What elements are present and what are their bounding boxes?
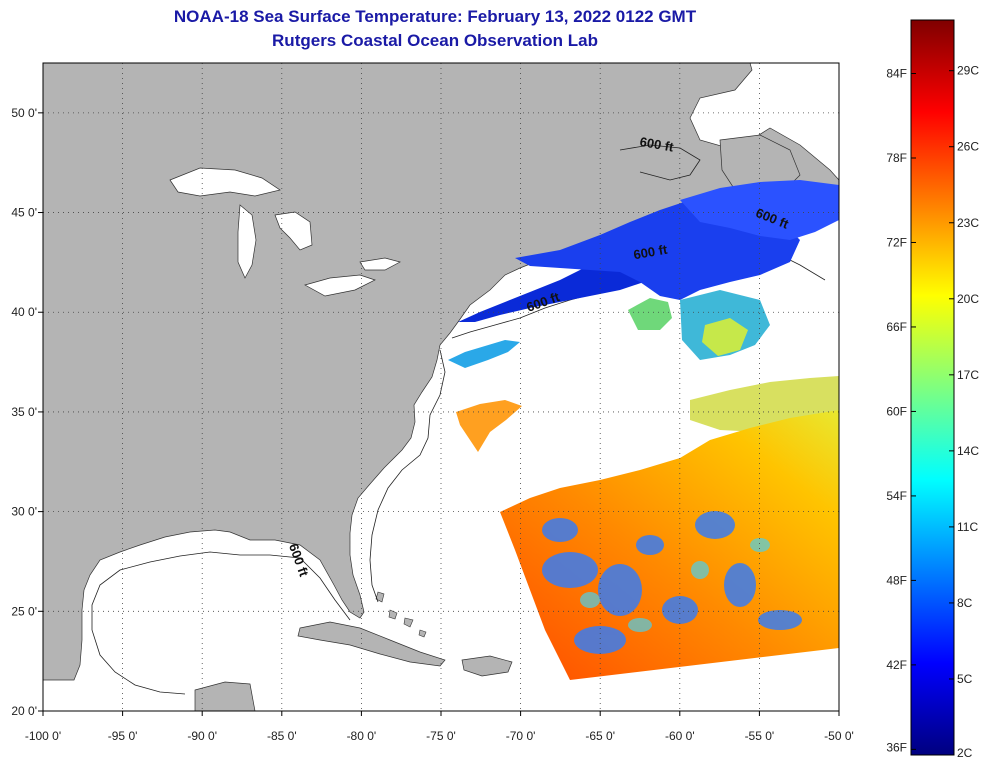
sst-cold-eddies bbox=[542, 511, 802, 654]
y-tick-label: 40 0' bbox=[11, 305, 37, 319]
bahamas-islands bbox=[375, 591, 427, 638]
y-axis: 20 0' 25 0' 30 0' 35 0' 40 0' 45 0' 50 0' bbox=[11, 106, 43, 718]
sst-northeast-cold bbox=[680, 180, 839, 240]
colorbar-c-label: 14C bbox=[957, 444, 979, 458]
colorbar-c-label: 17C bbox=[957, 368, 979, 382]
colorbar-c-label: 29C bbox=[957, 64, 979, 78]
depth-label: 600 ft bbox=[632, 242, 669, 263]
y-tick-label: 25 0' bbox=[11, 604, 37, 618]
colorbar-c-label: 8C bbox=[957, 596, 973, 610]
sst-southeast-swath bbox=[500, 410, 839, 680]
colorbar-f-label: 36F bbox=[886, 740, 907, 754]
sst-yellow-patch bbox=[702, 318, 748, 356]
colorbar-c-label: 11C bbox=[957, 520, 978, 534]
y-tick-label: 50 0' bbox=[11, 106, 37, 120]
colorbar-f-label: 78F bbox=[886, 151, 907, 165]
y-tick-label: 35 0' bbox=[11, 405, 37, 419]
cuba-land bbox=[297, 621, 446, 667]
colorbar-f-label: 84F bbox=[886, 67, 907, 81]
sst-warm-blob bbox=[456, 400, 522, 452]
x-tick-label: -60 0' bbox=[665, 729, 695, 743]
y-tick-label: 30 0' bbox=[11, 505, 37, 519]
graticule bbox=[43, 63, 839, 711]
colorbar-c-label: 2C bbox=[957, 746, 973, 760]
yucatan-land bbox=[194, 681, 256, 711]
hispaniola-land bbox=[461, 655, 513, 677]
x-tick-label: -90 0' bbox=[187, 729, 217, 743]
y-tick-label: 20 0' bbox=[11, 704, 37, 718]
sst-mid-eddies bbox=[580, 538, 770, 632]
x-tick-label: -75 0' bbox=[426, 729, 456, 743]
colorbar-c-label: 5C bbox=[957, 672, 973, 686]
x-tick-label: -100 0' bbox=[25, 729, 61, 743]
colorbar-f-label: 54F bbox=[886, 489, 907, 503]
colorbar-c-label: 26C bbox=[957, 140, 979, 154]
colorbar-f-label: 72F bbox=[886, 235, 907, 249]
great-lakes bbox=[169, 167, 401, 297]
colorbar-c-label: 23C bbox=[957, 216, 979, 230]
x-axis: -100 0' -95 0' -90 0' -85 0' -80 0' -75 0' -70… bbox=[25, 711, 854, 743]
x-tick-label: -85 0' bbox=[267, 729, 297, 743]
map-subtitle: Rutgers Coastal Ocean Observation Lab bbox=[272, 31, 598, 50]
x-tick-label: -55 0' bbox=[745, 729, 775, 743]
colorbar-f-label: 66F bbox=[886, 320, 907, 334]
depth-label: 600 ft bbox=[639, 134, 676, 155]
x-tick-label: -70 0' bbox=[506, 729, 536, 743]
sst-data bbox=[448, 180, 839, 680]
map-title: NOAA-18 Sea Surface Temperature: Februar… bbox=[173, 7, 697, 26]
colorbar-c-label: 20C bbox=[957, 292, 979, 306]
sst-coastal-strip bbox=[448, 340, 520, 368]
x-tick-label: -50 0' bbox=[824, 729, 854, 743]
colorbar-f-label: 60F bbox=[886, 404, 907, 418]
colorbar-ticks: 2C 5C 8C 11C 14C 17C 20C 23C 26C 29C 36F 42F 48F 54F 6… bbox=[886, 64, 979, 760]
colorbar bbox=[910, 19, 955, 756]
colorbar-f-label: 42F bbox=[886, 658, 907, 672]
y-tick-label: 45 0' bbox=[11, 206, 37, 220]
x-tick-label: -65 0' bbox=[585, 729, 615, 743]
colorbar-f-label: 48F bbox=[886, 573, 907, 587]
sst-greenish-patch bbox=[628, 298, 672, 330]
x-tick-label: -80 0' bbox=[347, 729, 377, 743]
x-tick-label: -95 0' bbox=[108, 729, 138, 743]
